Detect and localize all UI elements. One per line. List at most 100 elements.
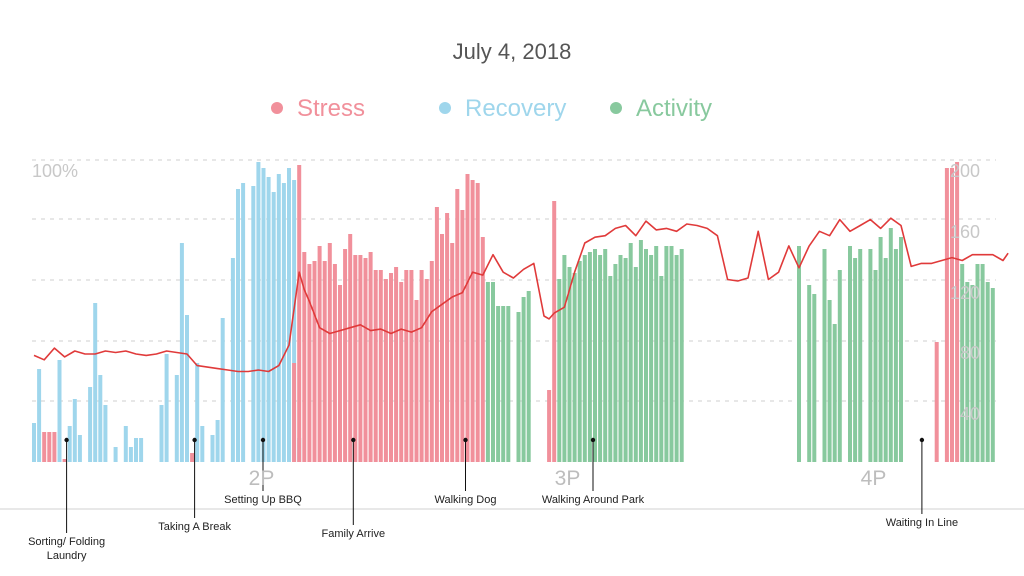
x-axis-tick: 3P (555, 467, 581, 490)
activity-bar (501, 306, 506, 462)
legend-label-recovery: Recovery (465, 95, 566, 122)
activity-bar (822, 249, 827, 462)
stress-bar (445, 213, 450, 462)
recovery-bar (93, 303, 98, 462)
activity-bar (970, 285, 975, 462)
stress-bar (955, 162, 960, 462)
left-axis-tick: 100% (32, 161, 78, 181)
activity-bar (674, 255, 679, 462)
activity-bar (985, 282, 990, 462)
activity-bar (593, 249, 597, 462)
activity-bar (649, 255, 654, 462)
activity-bar (858, 249, 863, 462)
x-axis-tick: 4P (861, 467, 887, 490)
activity-bar (496, 306, 501, 462)
stress-bar (327, 243, 332, 462)
activity-bar (807, 285, 812, 462)
recovery-bar (159, 405, 164, 462)
activity-bar (603, 249, 608, 462)
recovery-bar (185, 315, 189, 462)
stress-bar (465, 174, 470, 462)
recovery-bar (37, 369, 42, 462)
recovery-bar (113, 447, 118, 462)
recovery-bar (200, 426, 205, 462)
activity-bar (990, 288, 995, 462)
stress-bar (547, 390, 552, 462)
stress-bar (312, 261, 317, 462)
stress-bar (383, 279, 388, 462)
stress-bar (322, 261, 327, 462)
stress-bar (297, 165, 302, 462)
recovery-bar (241, 183, 246, 462)
stress-bar (373, 270, 378, 462)
activity-bar (633, 267, 638, 462)
stress-bar (389, 273, 393, 462)
activity-bar (562, 255, 567, 462)
stress-bar (363, 258, 368, 462)
activity-bar (837, 270, 842, 462)
activity-bar (669, 246, 674, 462)
activity-bar (516, 312, 521, 462)
stress-bar (950, 168, 954, 462)
stress-bar (307, 264, 312, 462)
activity-bar (628, 243, 633, 462)
activity-bar (572, 273, 577, 462)
recovery-bar (251, 186, 256, 462)
stress-bar (404, 270, 409, 462)
recovery-bar (271, 192, 276, 462)
activity-bar (654, 246, 659, 462)
recovery-bar (123, 426, 128, 462)
recovery-bar (174, 375, 179, 462)
heart-rate-line-layer (33, 217, 1009, 373)
stress-bar (424, 279, 429, 462)
recovery-bar (261, 168, 266, 462)
activity-bar (873, 270, 878, 462)
activity-bar (888, 228, 893, 462)
legend-marker-activity (610, 102, 622, 114)
stress-bar (450, 243, 455, 462)
activity-bar (965, 282, 970, 462)
activity-bar (638, 240, 643, 462)
activity-bar (868, 249, 873, 462)
activity-bar (797, 246, 801, 462)
annotation-label: Sorting/ Folding Laundry (28, 536, 105, 562)
annotations-layer: Sorting/ Folding Laundry Taking A Break Set… (28, 437, 958, 562)
recovery-bar (57, 360, 62, 462)
annotation-label: Walking Dog (435, 494, 497, 506)
recovery-bar (210, 435, 215, 462)
stress-bar (409, 270, 414, 462)
recovery-bar (266, 177, 271, 462)
stress-bar (52, 432, 57, 462)
activity-bar (613, 264, 618, 462)
activity-bar (659, 276, 664, 462)
legend: Stress Recovery Activity (271, 95, 712, 122)
recovery-bar (220, 318, 225, 462)
recovery-bar (230, 258, 235, 462)
activity-bar (832, 324, 837, 462)
activity-bar (587, 252, 592, 462)
stress-bar (292, 363, 297, 462)
activity-bar (975, 264, 980, 462)
recovery-bar (139, 438, 144, 462)
activity-bar (582, 255, 587, 462)
activity-bar (853, 258, 858, 462)
stress-bar (440, 234, 444, 462)
stress-bar (552, 201, 557, 462)
activity-bar (827, 300, 832, 462)
heart-rate-line (33, 217, 1009, 373)
recovery-bar (134, 438, 138, 462)
recovery-bar (32, 423, 36, 462)
stress-bar (419, 270, 424, 462)
activity-bar (893, 249, 898, 462)
activity-bar (567, 267, 572, 462)
activity-bar (608, 276, 613, 462)
activity-bar (618, 255, 623, 462)
stress-bar (944, 168, 949, 462)
activity-bar (577, 261, 582, 462)
recovery-bar (128, 447, 133, 462)
stress-bar (475, 183, 480, 462)
stress-bar (332, 264, 337, 462)
activity-bar (812, 294, 817, 462)
stress-bar (62, 459, 67, 462)
